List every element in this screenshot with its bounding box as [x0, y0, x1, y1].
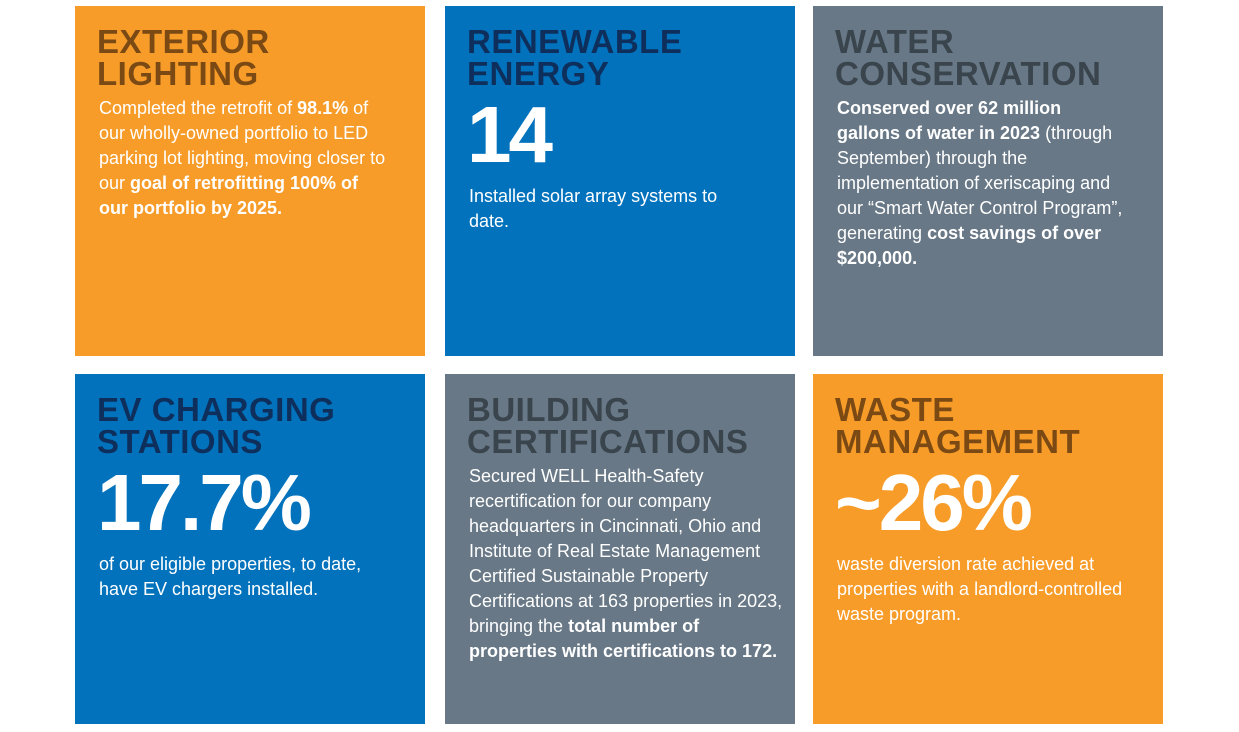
- stat: 14: [467, 90, 553, 179]
- body-text: Completed the retrofit of 98.1% of our w…: [97, 96, 389, 221]
- bold-text: 98.1%: [297, 98, 349, 118]
- title-line: EXTERIOR: [97, 23, 270, 60]
- text: Secured WELL Health-Safety recertificati…: [469, 466, 783, 636]
- body-text: Secured WELL Health-Safety recertificati…: [467, 464, 789, 664]
- title-line: ENERGY: [467, 55, 610, 92]
- title-line: WATER: [835, 23, 955, 60]
- tile-title: WATER CONSERVATION: [835, 23, 1141, 92]
- body-text: Installed solar array systems to date.: [467, 184, 759, 234]
- title-line: CONSERVATION: [835, 55, 1102, 92]
- tile: BUILDING CERTIFICATIONS Secured WELL Healt…: [445, 374, 795, 724]
- tile: WASTE MANAGEMENT ~26% waste diversion rate …: [813, 374, 1163, 724]
- text: Completed the retrofit of: [99, 98, 298, 118]
- text: of our wholly-owned portfolio to LED par…: [99, 98, 386, 193]
- title-line: WASTE: [835, 391, 955, 428]
- tile: RENEWABLE ENERGY 14 Installed solar array s…: [445, 6, 795, 356]
- bold-text: Conserved over 62 million gallons of wat…: [837, 98, 1062, 143]
- tile-title: EXTERIOR LIGHTING: [97, 23, 403, 92]
- stat: ~26%: [835, 458, 1033, 547]
- title-line: STATIONS: [97, 423, 263, 460]
- body-text: waste diversion rate achieved at propert…: [835, 552, 1127, 627]
- tile-title: WASTE MANAGEMENT: [835, 391, 1141, 460]
- tile: WATER CONSERVATION Conserved over 62 milli…: [813, 6, 1163, 356]
- body-text: of our eligible properties, to date, hav…: [97, 552, 389, 602]
- bold-text: cost savings of over $200,000.: [837, 223, 1102, 268]
- text: Installed solar array systems to date.: [469, 186, 718, 231]
- tile-title: EV CHARGING STATIONS: [97, 391, 403, 460]
- text: waste diversion rate achieved at propert…: [837, 554, 1123, 624]
- title-line: RENEWABLE: [467, 23, 683, 60]
- bold-text: total number of properties with certific…: [469, 616, 778, 661]
- text: of our eligible properties, to date, hav…: [99, 554, 362, 599]
- tile: EV CHARGING STATIONS 17.7% of our eligible …: [75, 374, 425, 724]
- stat: 17.7%: [97, 458, 312, 547]
- bold-text: goal of retrofitting 100% of our portfol…: [99, 173, 359, 218]
- text: (through September) through the implemen…: [837, 123, 1123, 243]
- title-line: CERTIFICATIONS: [467, 423, 749, 460]
- title-line: MANAGEMENT: [835, 423, 1081, 460]
- title-line: EV CHARGING: [97, 391, 336, 428]
- body-text: Conserved over 62 million gallons of wat…: [835, 96, 1127, 271]
- title-line: BUILDING: [467, 391, 631, 428]
- tile-title: BUILDING CERTIFICATIONS: [467, 391, 773, 460]
- tile-title: RENEWABLE ENERGY: [467, 23, 773, 92]
- tile: EXTERIOR LIGHTING Completed the retrofit o…: [75, 6, 425, 356]
- title-line: LIGHTING: [97, 55, 259, 92]
